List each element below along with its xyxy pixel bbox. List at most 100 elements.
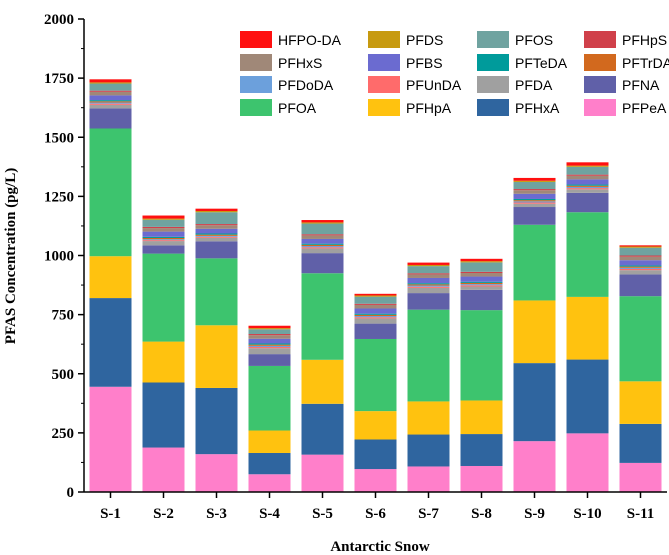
legend-label-pfpea: PFPeA [622,100,667,116]
bar-segment-pfhpa-s-8 [460,400,503,435]
legend-swatch-pfhpa [368,99,400,116]
x-tick-label: S-9 [524,506,545,522]
bar-segment-pfpea-s-3 [195,454,238,492]
bar-segment-pfbs-s-1 [89,95,132,101]
legend-label-pfds: PFDS [406,32,443,48]
bar-segment-pftrda-s-7 [407,284,450,286]
bar-segment-pfhxs-s-3 [195,225,238,229]
bar-segment-pfna-s-5 [301,253,344,274]
x-tick-label: S-4 [259,506,280,522]
bar-segment-pfna-s-2 [142,245,185,254]
bar-segment-pfda-s-7 [407,287,450,294]
bar-segment-pfhxs-s-1 [89,91,132,96]
bar-segment-pfos-s-11 [619,247,662,256]
legend-swatch-pfpea [584,99,616,116]
bar-segment-pfna-s-11 [619,274,662,297]
bar-segment-pfda-s-3 [195,237,238,242]
bar-segment-pfhps-s-2 [142,226,185,229]
bar-segment-pfteda-s-3 [195,233,238,235]
bar-segment-pfpea-s-9 [513,441,556,492]
bar-segment-hfpo-da-s-11 [619,245,662,247]
bar-segment-pfpea-s-8 [460,465,503,492]
bar-segment-pfbs-s-11 [619,260,662,266]
bar-segment-pfhxs-s-11 [619,256,662,261]
bar-segment-pfds-s-9 [513,180,556,182]
bar-segment-pfteda-s-10 [566,184,609,186]
bar-segment-pfos-s-4 [248,329,291,335]
bar-segment-pfhxa-s-6 [354,439,397,470]
bar-segment-pfpea-s-1 [89,386,132,492]
bar-segment-pfhxa-s-1 [89,298,132,387]
bar-segment-pfunda-s-7 [407,286,450,288]
bar-segment-pfna-s-9 [513,207,556,225]
bar-segment-pfhps-s-3 [195,224,238,226]
bar-segment-pfpea-s-2 [142,447,185,492]
x-tick-label: S-6 [365,506,386,522]
legend-swatch-pfda [477,76,509,93]
bar-segment-pfoa-s-10 [566,212,609,297]
bar-segment-pfhpa-s-7 [407,401,450,435]
bar-segment-pfteda-s-2 [142,236,185,238]
bar-segment-pfteda-s-4 [248,343,291,345]
legend-swatch-pfhxa [477,99,509,116]
legend-swatch-pfhxs [240,54,272,71]
bar-segment-pfhxs-s-10 [566,175,609,180]
bar-segment-pfdoda-s-1 [89,102,132,104]
bar-segment-pfunda-s-1 [89,103,132,105]
bar-segment-pfpea-s-6 [354,469,397,492]
bar-segment-pfos-s-2 [142,219,185,227]
bar-segment-pfhxs-s-7 [407,274,450,278]
bar-segment-pfdoda-s-6 [354,316,397,318]
bar-segment-hfpo-da-s-2 [142,215,185,219]
x-tick-label: S-3 [206,506,227,522]
y-tick-label: 1250 [44,189,74,205]
bar-segment-pfteda-s-1 [89,100,132,102]
bar-segment-pfhxa-s-9 [513,363,556,442]
bar-segment-pfoa-s-11 [619,296,662,382]
legend-label-pfhps: PFHpS [622,32,667,48]
bar-segment-pfhpa-s-4 [248,430,291,453]
bar-segment-pfdoda-s-5 [301,246,344,248]
legend-swatch-pfunda [368,76,400,93]
bar-segment-pfteda-s-8 [460,281,503,283]
bar-segment-pfda-s-6 [354,318,397,324]
legend-swatch-pftrda [584,54,616,71]
bar-segment-pftrda-s-2 [142,238,185,240]
bar-segment-pfds-s-8 [460,261,503,263]
legend-swatch-hfpo-da [240,31,272,48]
bar-segment-pfbs-s-7 [407,277,450,284]
y-tick-label: 1500 [44,130,74,146]
y-tick-label: 750 [52,308,75,324]
bar-segment-hfpo-da-s-5 [301,220,344,223]
bar-segment-pfhxa-s-8 [460,434,503,466]
bar-segment-pfpea-s-10 [566,433,609,492]
bar-segment-pfhps-s-11 [619,255,662,257]
bar-segment-pfhxs-s-9 [513,190,556,194]
bar-segment-pfda-s-2 [142,241,185,246]
bar-segment-pfhps-s-5 [301,234,344,236]
bar-segment-pftrda-s-10 [566,185,609,187]
bar-segment-pfpea-s-4 [248,474,291,492]
bar-segment-pfpea-s-5 [301,454,344,492]
legend-swatch-pfhps [584,31,616,48]
bar-segment-pfhps-s-1 [89,90,132,92]
legend-label-pfhpa: PFHpA [406,100,452,116]
bar-segment-pftrda-s-3 [195,234,238,236]
bar-segment-pfds-s-10 [566,165,609,167]
bar-segment-pfda-s-1 [89,104,132,109]
bar-segment-pfunda-s-6 [354,317,397,319]
y-tick-label: 500 [52,367,75,383]
bar-segment-pfds-s-7 [407,264,450,267]
bar-segment-pfunda-s-10 [566,188,609,190]
bar-segment-pfbs-s-3 [195,228,238,234]
bar-segment-pfunda-s-2 [142,240,185,242]
bar-segment-pfteda-s-11 [619,265,662,267]
bar-segment-hfpo-da-s-10 [566,162,609,166]
bar-segment-pfunda-s-9 [513,202,556,204]
bar-segment-pfds-s-5 [301,222,344,224]
bar-segment-pfos-s-1 [89,83,132,91]
bar-segment-pfteda-s-7 [407,283,450,285]
bar-segment-pfunda-s-3 [195,236,238,238]
legend-label-pfoa: PFOA [278,100,317,116]
bar-segment-pfdoda-s-10 [566,186,609,189]
